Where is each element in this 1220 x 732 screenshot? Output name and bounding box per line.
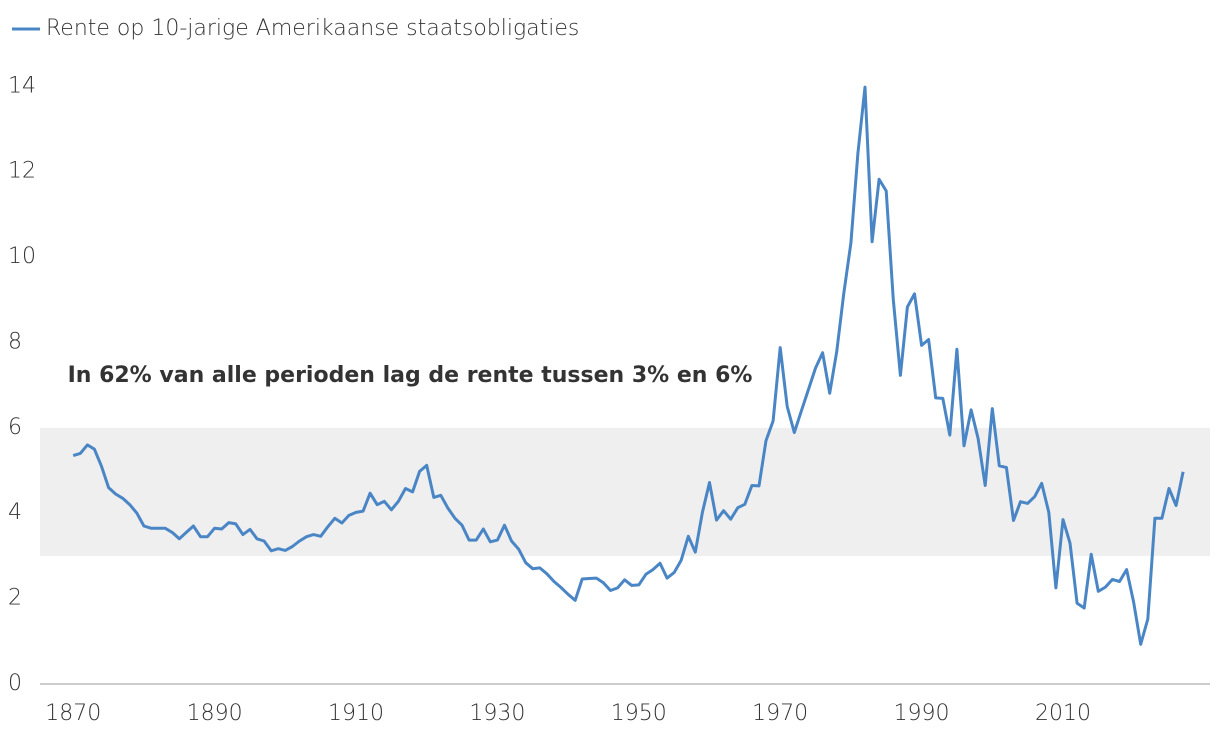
series-line (72, 85, 1185, 646)
x-tick-label: 1870 (45, 701, 101, 726)
x-tick-label: 1930 (469, 701, 525, 726)
y-tick-label: 10 (8, 244, 36, 269)
x-tick-label: 1990 (894, 701, 950, 726)
x-tick-label: 1970 (752, 701, 808, 726)
x-tick-label: 1950 (611, 701, 667, 726)
y-tick-label: 12 (8, 159, 36, 184)
y-tick-label: 14 (8, 73, 36, 98)
y-tick-label: 6 (8, 415, 22, 440)
x-tick-label: 1910 (328, 701, 384, 726)
y-tick-label: 2 (8, 586, 22, 611)
y-tick-label: 4 (8, 500, 22, 525)
shaded-range (40, 427, 1210, 556)
legend-label: Rente op 10-jarige Amerikaanse staatsobl… (46, 16, 579, 41)
y-tick-label: 8 (8, 329, 22, 354)
x-tick-label: 2010 (1035, 701, 1091, 726)
annotation: In 62% van alle perioden lag de rente tu… (67, 363, 753, 388)
y-tick-label: 0 (8, 671, 22, 696)
x-tick-label: 1890 (187, 701, 243, 726)
